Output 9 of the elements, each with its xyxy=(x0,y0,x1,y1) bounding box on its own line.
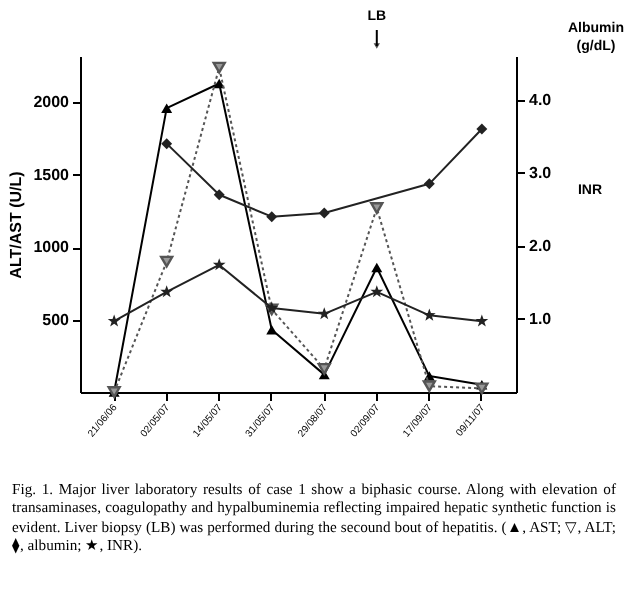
y-tick-label: 1500 xyxy=(33,165,71,184)
y-axis-title: ALT/AST (U/L) xyxy=(7,170,26,279)
y-tick-label: 2000 xyxy=(33,93,71,112)
y2-tick-label: 2.0 xyxy=(529,236,553,255)
y-tick-label: 1000 xyxy=(33,238,71,257)
y2-tick-label: 4.0 xyxy=(529,90,553,109)
y-tick-label: 500 xyxy=(42,310,71,329)
y2-tick-label: 3.0 xyxy=(529,163,553,182)
y2-tick-label: 1.0 xyxy=(529,309,553,328)
